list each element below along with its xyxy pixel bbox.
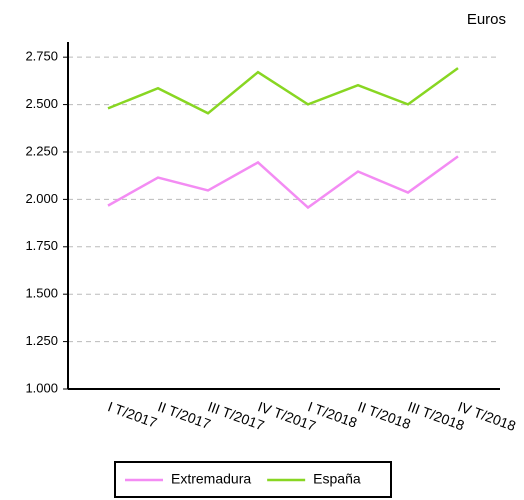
y-tick-label: 2.500 — [25, 96, 58, 111]
legend-label: España — [313, 471, 361, 487]
line-series — [107, 67, 459, 115]
y-tick-label: 2.750 — [25, 49, 58, 64]
x-tick-label: I T/2017 — [106, 398, 160, 431]
y-axis-unit: Euros — [467, 11, 506, 28]
x-tick-label: III T/2017 — [206, 398, 267, 433]
y-tick-label: 1.000 — [25, 380, 58, 395]
x-tick-label: III T/2018 — [406, 398, 467, 433]
y-tick-label: 1.250 — [25, 333, 58, 348]
legend-label: Extremadura — [171, 471, 251, 487]
y-tick-label: 1.500 — [25, 286, 58, 301]
y-tick-label: 2.000 — [25, 191, 58, 206]
x-tick-label: IV T/2018 — [456, 398, 518, 434]
y-tick-label: 2.250 — [25, 143, 58, 158]
line-series — [107, 155, 459, 210]
x-tick-label: II T/2017 — [156, 398, 213, 432]
y-tick-label: 1.750 — [25, 238, 58, 253]
x-tick-label: II T/2018 — [356, 398, 413, 432]
